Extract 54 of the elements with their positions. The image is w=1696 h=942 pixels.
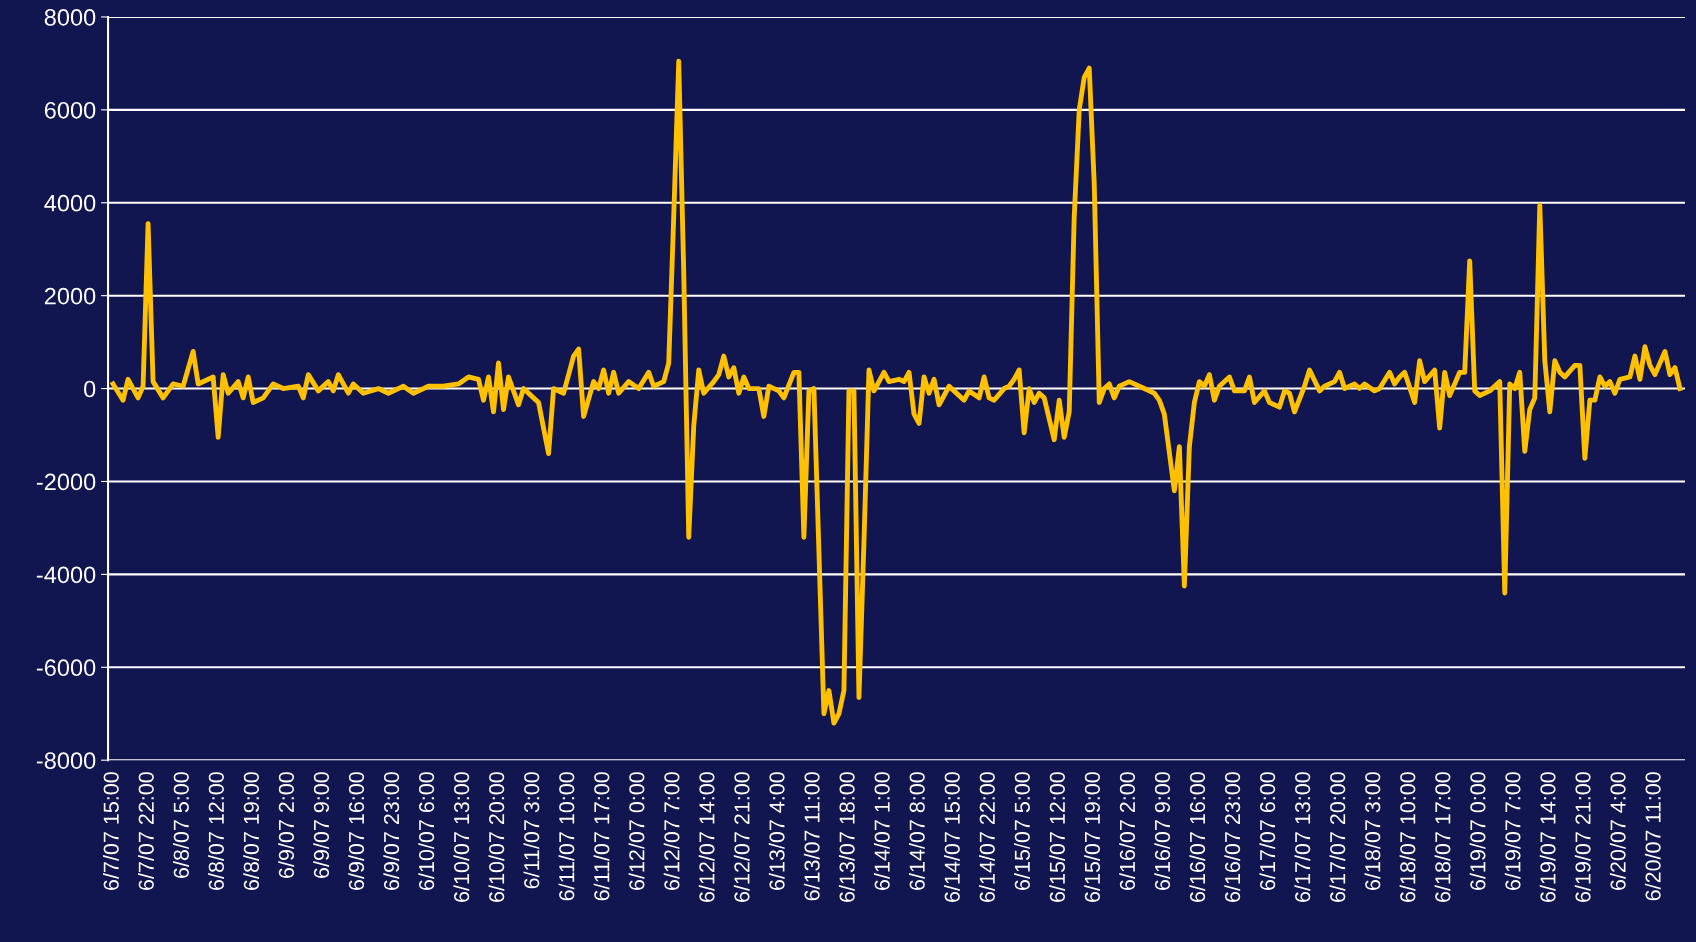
x-tick-label: 6/12/07 7:00 <box>663 772 680 890</box>
y-tick-label: -8000 <box>36 752 96 769</box>
x-tick-label: 6/7/07 22:00 <box>138 772 154 890</box>
x-tick-label: 6/19/07 21:00 <box>1574 772 1591 902</box>
x-tick-label: 6/10/07 13:00 <box>453 772 470 902</box>
x-tick-label: 6/14/07 1:00 <box>873 772 890 890</box>
x-tick-label: 6/9/07 16:00 <box>348 772 365 890</box>
x-tick-label: 6/8/07 12:00 <box>208 772 224 890</box>
x-tick-label: 6/19/07 14:00 <box>1539 772 1556 902</box>
x-tick-label: 6/16/07 9:00 <box>1154 772 1171 890</box>
x-tick-label: 6/8/07 19:00 <box>243 772 259 890</box>
x-tick-label: 6/8/07 5:00 <box>173 772 189 878</box>
x-tick-label: 6/12/07 14:00 <box>698 772 715 902</box>
x-tick-label: 6/15/07 19:00 <box>1084 772 1101 902</box>
x-tick-label: 6/16/07 16:00 <box>1189 772 1206 902</box>
x-tick-label: 6/18/07 10:00 <box>1399 772 1416 902</box>
x-tick-label: 6/20/07 11:00 <box>1644 772 1661 901</box>
x-tick-label: 6/9/07 23:00 <box>383 772 400 890</box>
x-tick-label: 6/13/07 18:00 <box>838 772 855 902</box>
x-tick-label: 6/10/07 20:00 <box>488 772 505 902</box>
y-tick-label: 4000 <box>44 194 96 212</box>
x-tick-label: 6/18/07 3:00 <box>1364 772 1381 890</box>
y-tick-label: 6000 <box>44 101 96 119</box>
x-tick-label: 6/9/07 2:00 <box>278 772 295 878</box>
y-tick-label: 0 <box>84 380 96 398</box>
x-tick-label: 6/7/07 15:00 <box>103 772 119 890</box>
x-tick-label: 6/16/07 2:00 <box>1119 772 1136 890</box>
y-tick-label: 2000 <box>44 287 96 305</box>
x-tick-label: 6/12/07 21:00 <box>733 772 750 902</box>
x-tick-label: 6/19/07 0:00 <box>1469 772 1486 890</box>
x-tick-label: 6/19/07 7:00 <box>1504 772 1521 890</box>
x-tick-label: 6/13/07 4:00 <box>768 772 785 890</box>
x-tick-label: 6/11/07 10:00 <box>558 772 575 901</box>
x-tick-label: 6/9/07 9:00 <box>313 772 330 878</box>
x-tick-label: 6/17/07 6:00 <box>1259 772 1276 890</box>
x-tick-label: 6/14/07 22:00 <box>979 772 995 902</box>
x-tick-label: 6/18/07 17:00 <box>1434 772 1451 902</box>
y-tick-label: -6000 <box>36 659 96 677</box>
x-tick-label: 6/11/07 17:00 <box>593 772 610 901</box>
x-tick-label: 6/15/07 12:00 <box>1049 772 1065 902</box>
x-tick-label: 6/17/07 13:00 <box>1294 772 1311 902</box>
y-tick-label: -4000 <box>36 566 96 584</box>
x-tick-label: 6/10/07 6:00 <box>418 772 435 890</box>
y-tick-label: -2000 <box>36 473 96 491</box>
x-tick-label: 6/13/07 11:00 <box>803 772 820 901</box>
x-tick-label: 6/14/07 8:00 <box>909 772 925 890</box>
x-tick-label: 6/17/07 20:00 <box>1329 772 1346 902</box>
x-tick-label: 6/16/07 23:00 <box>1224 772 1241 902</box>
x-tick-label: 6/14/07 15:00 <box>944 772 960 902</box>
x-tick-label: 6/15/07 5:00 <box>1014 772 1030 890</box>
y-tick-label: 8000 <box>44 9 96 26</box>
x-tick-label: 6/20/07 4:00 <box>1609 772 1626 890</box>
x-tick-label: 6/12/07 0:00 <box>628 772 645 890</box>
x-tick-label: 6/11/07 3:00 <box>523 772 540 889</box>
